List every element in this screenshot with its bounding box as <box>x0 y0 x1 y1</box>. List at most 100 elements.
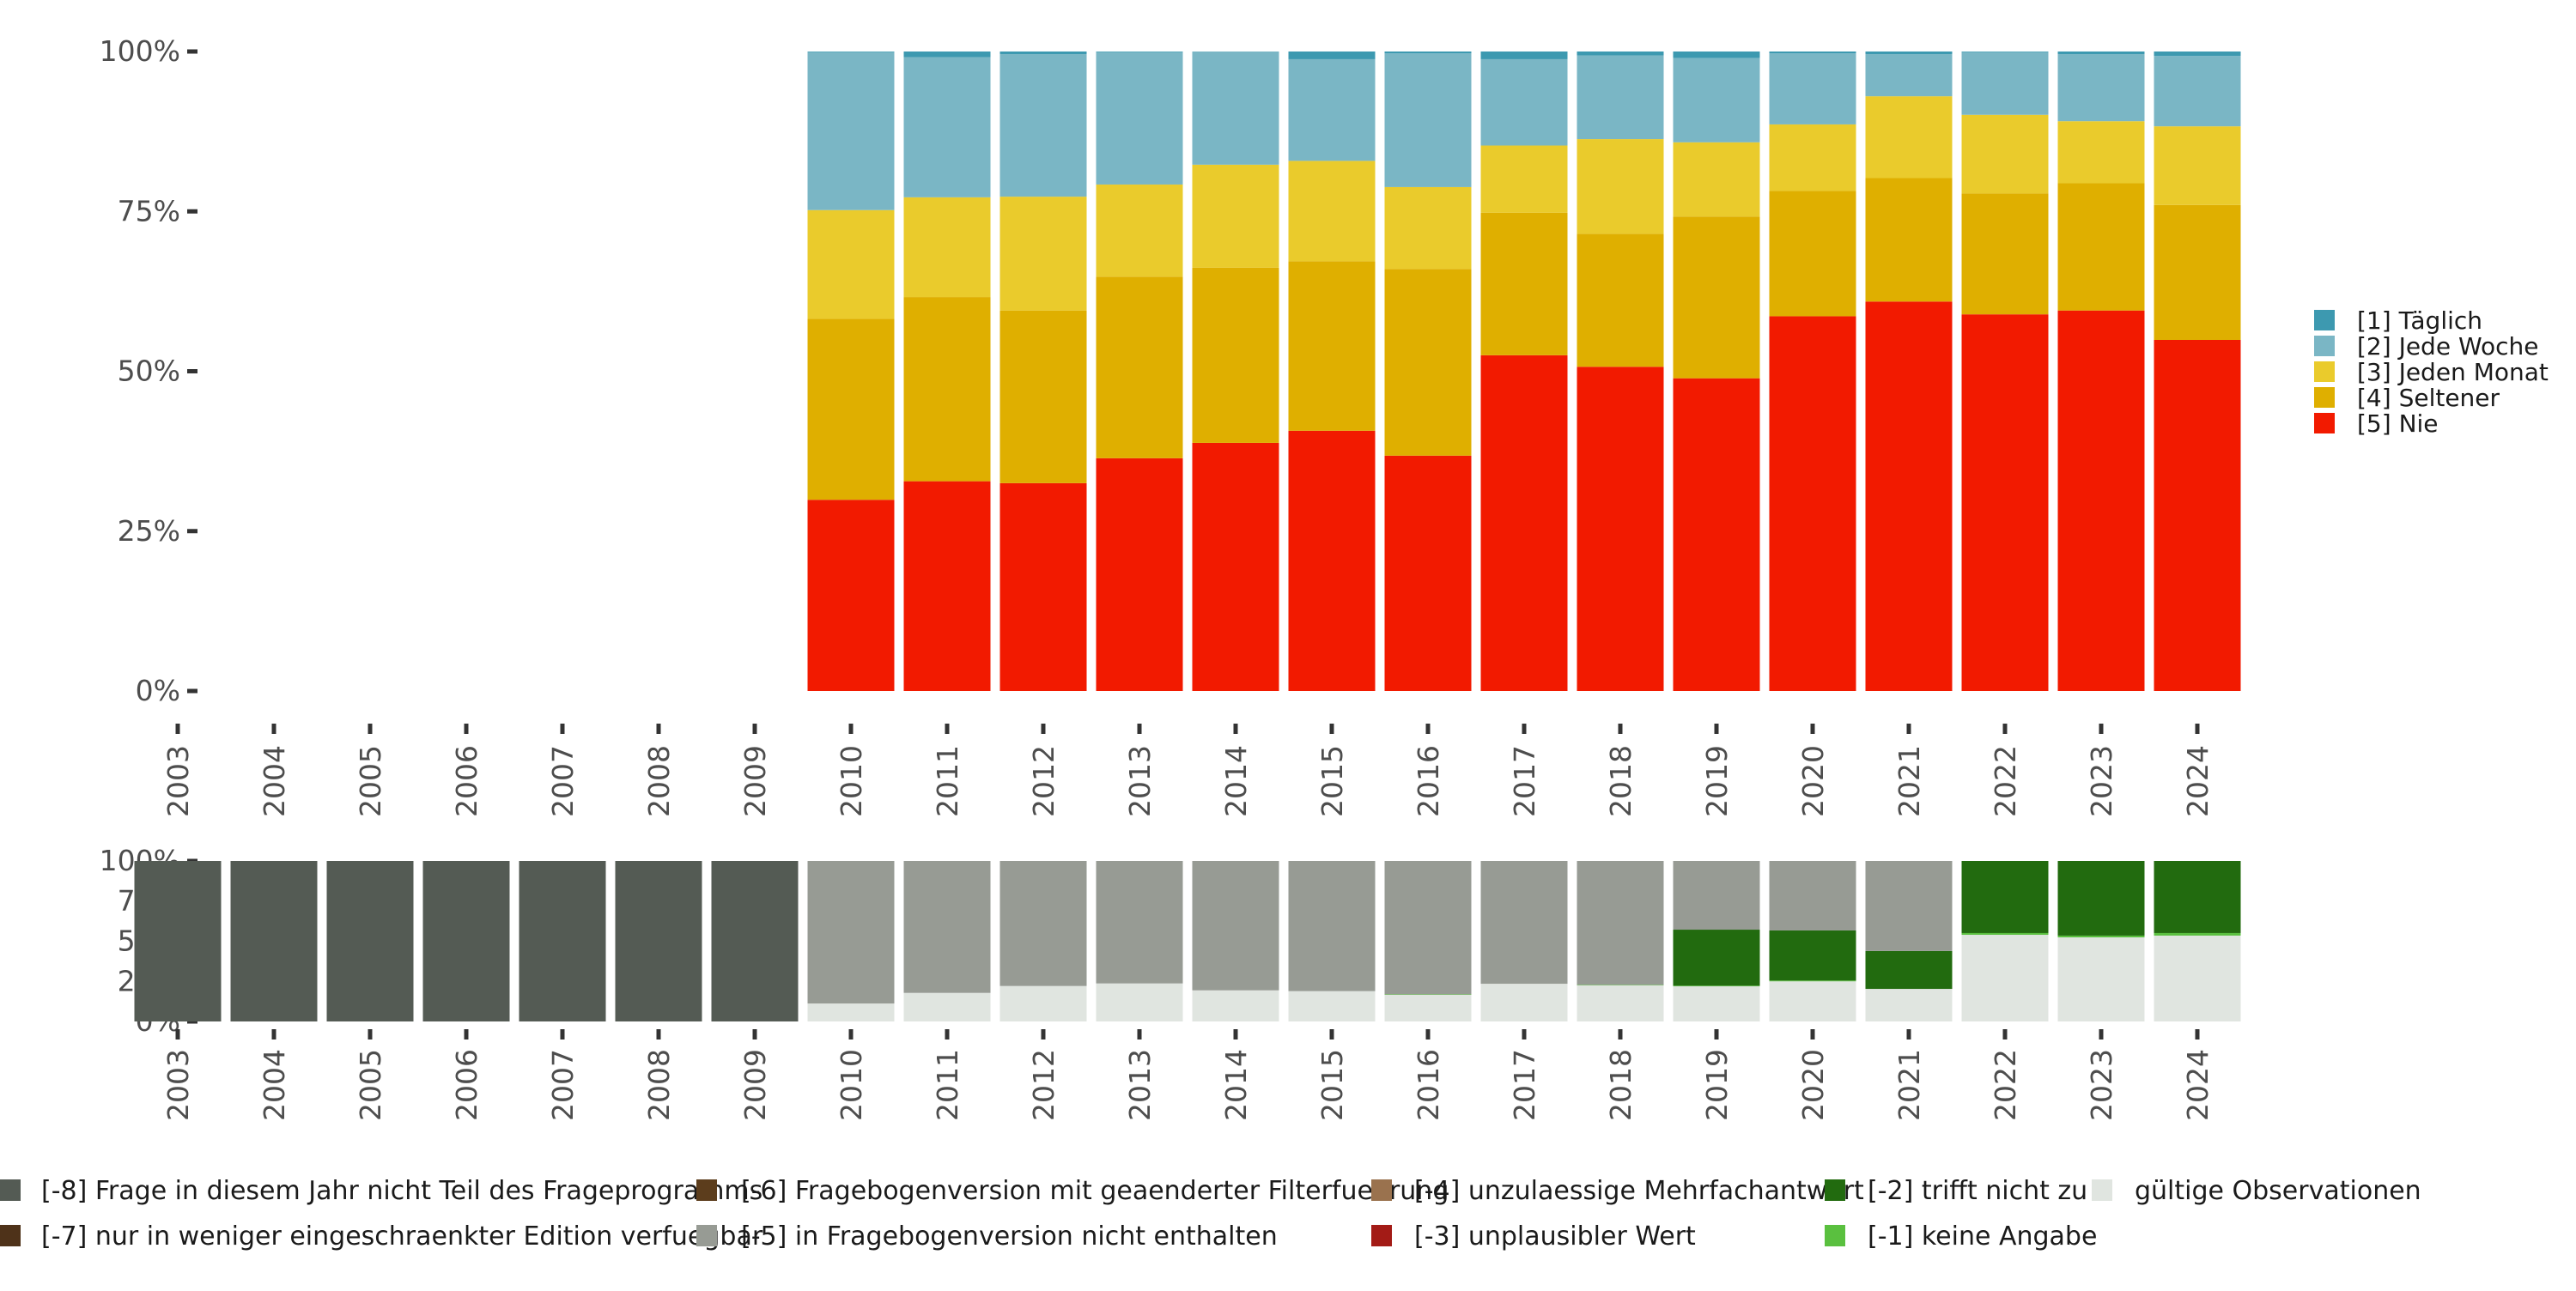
x-tick-label: 2022 <box>1989 1049 2022 1121</box>
x-tick-label: 2020 <box>1796 745 1830 817</box>
legend-item-2-trifft-nicht-zu: [-2] trifft nicht zu <box>1825 1176 2087 1206</box>
bar-segment-2021-5-in-fragebogenversion-nicht-enthalten <box>1865 861 1953 951</box>
bar-segment-2023-4-seltener <box>2057 183 2145 311</box>
bar-segment-2010-5-in-fragebogenversion-nicht-enthalten <box>807 861 895 1004</box>
bar-segment-2022-2-jede-woche <box>1961 52 2049 115</box>
bar-segment-2019-3-jeden-monat <box>1673 142 1760 217</box>
legend-label: gültige Observationen <box>2135 1176 2421 1206</box>
bar-segment-2018-4-seltener <box>1577 233 1664 367</box>
bar-segment-2010-g-ltige-observationen <box>807 1003 895 1021</box>
legend-key <box>1825 1179 1845 1201</box>
x-tick-label: 2016 <box>1412 745 1445 817</box>
bar-segment-2008-8-frage-in-diesem-jahr-nicht-teil-des-frageprogramms <box>615 861 702 1021</box>
bar-segment-2006-8-frage-in-diesem-jahr-nicht-teil-des-frageprogramms <box>422 861 510 1021</box>
legend-key <box>1371 1225 1392 1246</box>
legend-key <box>2314 336 2335 356</box>
bar-segment-2011-1-t-glich <box>903 52 991 58</box>
legend-label: [4] Seltener <box>2357 384 2500 412</box>
bar-segment-2023-1-t-glich <box>2057 52 2145 54</box>
bar-segment-2023-3-jeden-monat <box>2057 121 2145 184</box>
legend-item-5-nie: [5] Nie <box>2314 409 2439 438</box>
bar-segment-2020-g-ltige-observationen <box>1769 981 1856 1021</box>
bar-segment-2014-3-jeden-monat <box>1192 164 1279 268</box>
bar-segment-2017-4-seltener <box>1480 212 1568 355</box>
bar-segment-2020-3-jeden-monat <box>1769 124 1856 191</box>
bar-segment-2012-g-ltige-observationen <box>999 985 1087 1021</box>
legend-label: [-5] in Fragebogenversion nicht enthalte… <box>741 1221 1278 1252</box>
bar-segment-2022-2-trifft-nicht-zu <box>1961 861 2049 933</box>
bar-segment-2019-2-jede-woche <box>1673 58 1760 142</box>
x-tick-label: 2019 <box>1700 745 1734 817</box>
bar-segment-2016-g-ltige-observationen <box>1384 994 1472 1021</box>
bar-segment-2012-4-seltener <box>999 310 1087 483</box>
x-tick-label: 2004 <box>258 745 291 817</box>
x-tick-label: 2020 <box>1796 1049 1830 1121</box>
bar-segment-2012-2-jede-woche <box>999 53 1087 197</box>
x-tick-label: 2024 <box>2181 1049 2215 1121</box>
bar-segment-2023-1-keine-angabe <box>2057 935 2145 938</box>
bar-segment-2011-g-ltige-observationen <box>903 992 991 1021</box>
x-tick-label: 2011 <box>931 1049 964 1121</box>
x-tick-label: 2006 <box>450 1049 483 1121</box>
bar-segment-2015-2-jede-woche <box>1288 58 1376 161</box>
legend-item-2-jede-woche: [2] Jede Woche <box>2314 332 2539 361</box>
legend-label: [-8] Frage in diesem Jahr nicht Teil des… <box>41 1176 762 1206</box>
bar-segment-2022-3-jeden-monat <box>1961 114 2049 194</box>
bar-segment-2022-g-ltige-observationen <box>1961 935 2049 1021</box>
missing-chart-panel: 0%25%50%75%100% 200320042005200620072008… <box>0 844 2421 1252</box>
legend-label: [-7] nur in weniger eingeschraenkter Edi… <box>41 1221 763 1252</box>
x-tick-label: 2022 <box>1989 745 2022 817</box>
x-tick-label: 2017 <box>1508 745 1541 817</box>
bar-segment-2012-3-jeden-monat <box>999 197 1087 311</box>
bar-segment-2024-3-jeden-monat <box>2154 126 2241 205</box>
x-tick-label: 2023 <box>2085 745 2118 817</box>
x-tick-label: 2003 <box>161 1049 195 1121</box>
main-legend: [1] Täglich[2] Jede Woche[3] Jeden Monat… <box>2314 306 2549 438</box>
x-tick-label: 2017 <box>1508 1049 1541 1121</box>
bar-segment-2016-4-seltener <box>1384 269 1472 456</box>
y-tick-label: 100% <box>100 34 180 68</box>
bar-segment-2010-5-nie <box>807 500 895 691</box>
bar-segment-2016-1-keine-angabe <box>1384 994 1472 995</box>
bar-segment-2016-1-t-glich <box>1384 52 1472 54</box>
legend-key <box>0 1179 21 1201</box>
x-tick-label: 2015 <box>1315 1049 1349 1121</box>
legend-key <box>2314 310 2335 330</box>
y-tick-label: 0% <box>136 674 180 707</box>
legend-item-6-fragebogenversion-mit-geaenderter-filterfuehrung: [-6] Fragebogenversion mit geaenderter F… <box>696 1176 1449 1206</box>
legend-key <box>2314 361 2335 382</box>
legend-key <box>0 1225 21 1246</box>
legend-label: [-4] unzulaessige Mehrfachantwort <box>1414 1176 1864 1206</box>
x-tick-label: 2014 <box>1219 745 1253 817</box>
bar-segment-2016-5-nie <box>1384 455 1472 691</box>
x-tick-label: 2005 <box>354 1049 387 1121</box>
bar-segment-2024-4-seltener <box>2154 204 2241 340</box>
legend-item-3-unplausibler-wert: [-3] unplausibler Wert <box>1371 1221 1696 1252</box>
legend-key <box>696 1179 717 1201</box>
bar-segment-2014-2-jede-woche <box>1192 52 1279 165</box>
x-tick-label: 2021 <box>1893 1049 1926 1121</box>
bar-segment-2015-4-seltener <box>1288 261 1376 431</box>
bar-segment-2024-1-t-glich <box>2154 52 2241 57</box>
legend-label: [2] Jede Woche <box>2357 332 2539 361</box>
bar-segment-2019-g-ltige-observationen <box>1673 986 1760 1021</box>
bar-segment-2009-8-frage-in-diesem-jahr-nicht-teil-des-frageprogramms <box>711 861 799 1021</box>
x-tick-label: 2008 <box>642 1049 676 1121</box>
legend-label: [5] Nie <box>2357 409 2439 438</box>
bar-segment-2013-4-seltener <box>1096 276 1183 458</box>
bar-segment-2022-1-keine-angabe <box>1961 932 2049 936</box>
bar-segment-2011-5-in-fragebogenversion-nicht-enthalten <box>903 861 991 993</box>
bar-segment-2021-5-nie <box>1865 301 1953 691</box>
x-tick-label: 2006 <box>450 745 483 817</box>
x-tick-label: 2023 <box>2085 1049 2118 1121</box>
bar-segment-2012-5-in-fragebogenversion-nicht-enthalten <box>999 861 1087 986</box>
bar-segment-2023-g-ltige-observationen <box>2057 937 2145 1021</box>
bar-segment-2018-2-jede-woche <box>1577 55 1664 140</box>
bar-segment-2013-5-in-fragebogenversion-nicht-enthalten <box>1096 861 1183 984</box>
bar-segment-2022-5-nie <box>1961 314 2049 691</box>
bar-segment-2012-1-t-glich <box>999 52 1087 54</box>
x-tick-label: 2021 <box>1893 745 1926 817</box>
legend-item-1-keine-angabe: [-1] keine Angabe <box>1825 1221 2097 1252</box>
x-tick-label: 2018 <box>1604 1049 1637 1121</box>
